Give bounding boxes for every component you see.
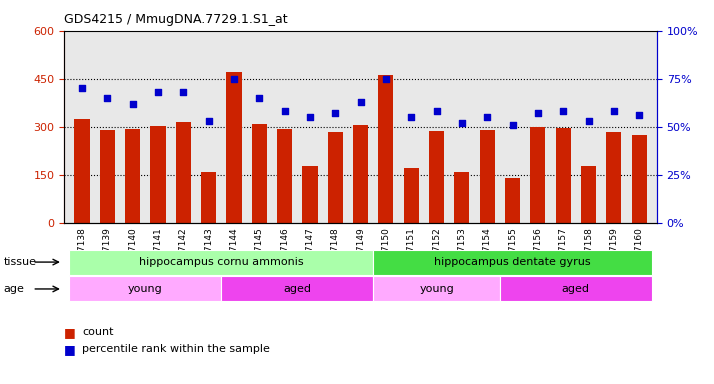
Bar	[373, 276, 500, 301]
Bar	[454, 172, 470, 223]
Point	[380, 76, 391, 82]
Point	[279, 108, 291, 114]
Text: young: young	[419, 284, 454, 294]
Point	[558, 108, 569, 114]
Bar	[69, 250, 373, 275]
Text: GDS4215 / MmugDNA.7729.1.S1_at: GDS4215 / MmugDNA.7729.1.S1_at	[64, 13, 288, 26]
Bar	[606, 132, 621, 223]
Text: ■: ■	[64, 326, 76, 339]
Bar	[480, 130, 495, 223]
Bar	[581, 166, 596, 223]
Point	[481, 114, 493, 120]
Text: aged: aged	[562, 284, 590, 294]
Bar	[176, 122, 191, 223]
Bar	[632, 135, 647, 223]
Bar	[403, 168, 419, 223]
Bar	[251, 124, 267, 223]
Bar	[226, 72, 241, 223]
Bar	[429, 131, 444, 223]
Text: hippocampus cornu ammonis: hippocampus cornu ammonis	[139, 257, 303, 267]
Point	[253, 95, 265, 101]
Text: ■: ■	[64, 343, 76, 356]
Point	[456, 120, 468, 126]
Text: count: count	[82, 327, 114, 337]
Point	[76, 85, 88, 91]
Bar	[201, 172, 216, 223]
Bar	[328, 132, 343, 223]
Bar	[555, 128, 570, 223]
Point	[101, 95, 113, 101]
Point	[406, 114, 417, 120]
Bar	[100, 130, 115, 223]
Point	[304, 114, 316, 120]
Text: hippocampus dentate gyrus: hippocampus dentate gyrus	[434, 257, 591, 267]
Bar	[69, 276, 221, 301]
Bar	[531, 127, 545, 223]
Point	[228, 76, 240, 82]
Text: aged: aged	[283, 284, 311, 294]
Bar	[125, 129, 140, 223]
Point	[178, 89, 189, 95]
Text: age: age	[4, 284, 24, 294]
Bar	[221, 276, 373, 301]
Bar	[151, 126, 166, 223]
Text: young: young	[128, 284, 163, 294]
Bar	[500, 276, 652, 301]
Bar	[378, 74, 393, 223]
Bar	[302, 166, 318, 223]
Point	[355, 99, 366, 105]
Point	[330, 110, 341, 116]
Bar	[505, 178, 520, 223]
Point	[203, 118, 214, 124]
Point	[608, 108, 620, 114]
Bar	[353, 125, 368, 223]
Point	[127, 101, 139, 107]
Text: tissue: tissue	[4, 257, 36, 267]
Point	[507, 122, 518, 128]
Point	[633, 112, 645, 118]
Bar	[373, 250, 652, 275]
Point	[532, 110, 543, 116]
Point	[431, 108, 442, 114]
Text: percentile rank within the sample: percentile rank within the sample	[82, 344, 270, 354]
Point	[152, 89, 164, 95]
Bar	[74, 119, 89, 223]
Bar	[277, 129, 292, 223]
Point	[583, 118, 594, 124]
